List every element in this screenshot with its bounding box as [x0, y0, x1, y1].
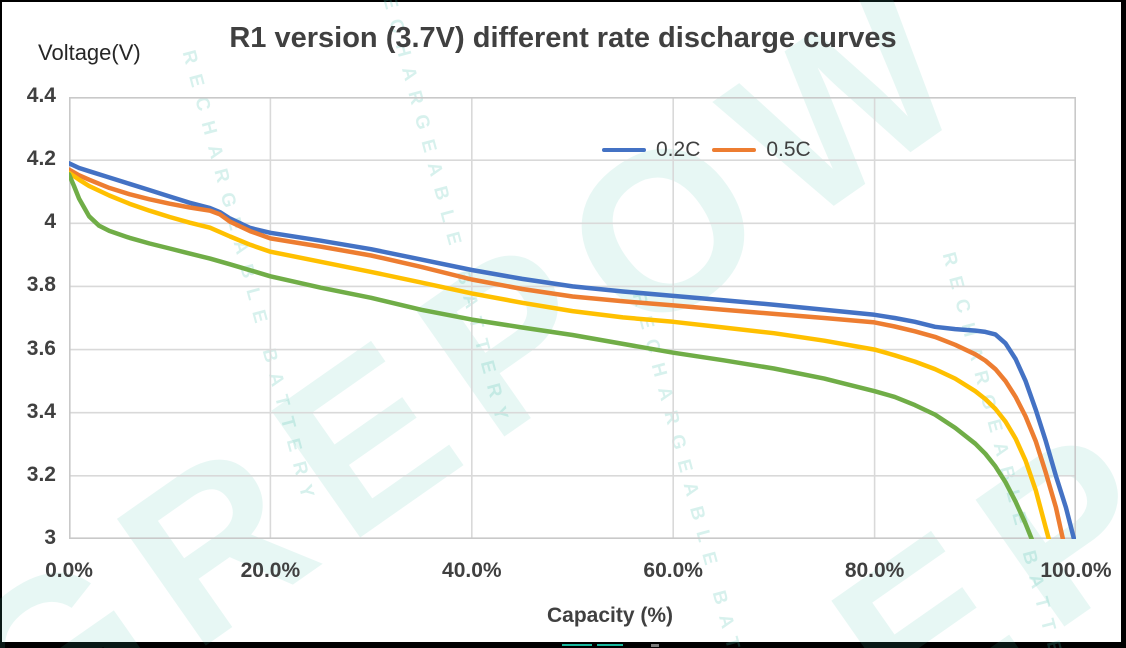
x-axis-title: Capacity (%): [546, 604, 674, 627]
legend-label: 0.2C: [656, 138, 701, 161]
plot-border: [69, 97, 1076, 539]
y-tick-label: 4: [44, 210, 56, 234]
frame-border-top: [0, 0, 1126, 2]
x-tick-label: 100.0%: [1040, 559, 1112, 582]
x-tick-label: 80.0%: [844, 559, 905, 582]
bottom-logo-fragment: [562, 644, 592, 646]
y-tick-label: 3.2: [26, 462, 56, 486]
y-tick-label: 4.2: [26, 147, 56, 171]
bottom-logo-fragment: [651, 644, 659, 647]
legend-swatch-0.2C: [602, 147, 646, 153]
series-line-unlabeled-3: [69, 172, 1034, 539]
x-tick-label: 20.0%: [240, 559, 301, 582]
y-tick-label: 3: [44, 526, 56, 549]
frame-border-right: [1121, 0, 1126, 648]
legend-label: 0.5C: [766, 138, 811, 161]
bottom-logo-fragment: [597, 644, 623, 646]
legend-item-0.2C: 0.2C: [602, 138, 700, 162]
x-tick-label: 60.0%: [643, 559, 703, 582]
y-axis-title: Voltage(V): [38, 40, 141, 65]
y-tick-label: 4.4: [26, 84, 56, 107]
y-tick-label: 3.8: [26, 273, 56, 297]
y-tick-label: 3.6: [26, 336, 56, 360]
x-tick-label: 40.0%: [442, 559, 502, 582]
legend: 0.2C 0.5C: [602, 138, 811, 162]
y-tick-label: 3.4: [26, 399, 56, 423]
legend-swatch-0.5C: [712, 147, 757, 153]
legend-item-0.5C: 0.5C: [712, 138, 811, 162]
series-line-0.5C: [69, 167, 1066, 539]
series-line-unlabeled-2: [69, 170, 1052, 539]
chart-title: R1 version (3.7V) different rate dischar…: [229, 22, 897, 54]
plot-area: [69, 97, 1076, 539]
frame-border-left: [0, 0, 2, 648]
x-tick-label: 0.0%: [45, 559, 93, 582]
series-line-0.2C: [69, 161, 1076, 539]
